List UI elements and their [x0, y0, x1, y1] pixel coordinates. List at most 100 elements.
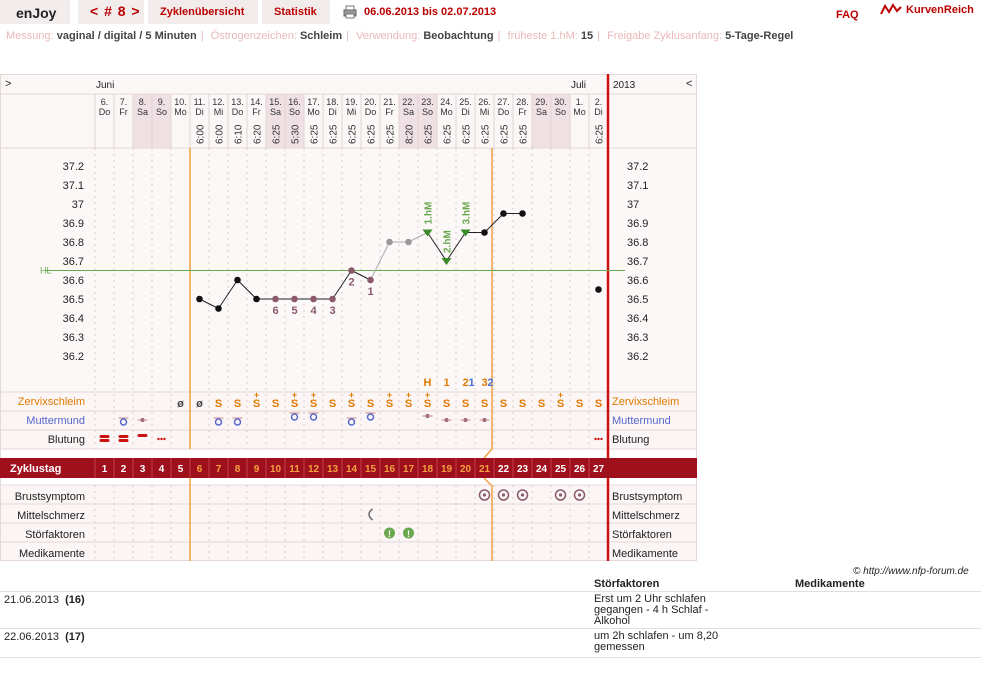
day-weekday: Do: [99, 107, 111, 117]
y-tick-right: 36.8: [627, 237, 648, 249]
cycle-day-number: 16: [384, 464, 396, 475]
spotting-icon: [163, 437, 166, 441]
header-background: [0, 74, 697, 148]
cycle-day-number: 26: [574, 464, 586, 475]
cover-line-label: HL: [40, 266, 52, 276]
ovulation-line: [483, 477, 493, 487]
temperature-peak-marker: [422, 229, 433, 237]
tab-cycle-overview[interactable]: Zyklenübersicht: [148, 0, 258, 24]
cycle-day-number: 7: [216, 464, 222, 475]
cervix-symbol: S: [538, 398, 545, 410]
day-weekday: Mo: [440, 107, 453, 117]
day-weekday: So: [555, 107, 566, 117]
cycle-navigation[interactable]: < # 8 >: [78, 0, 144, 24]
temperature-line: [446, 232, 466, 262]
temperature-chart: > <Juni Juli 20136.Do7.Fr8.Sa9.So10.Mo11.Di…: [0, 74, 697, 561]
cervix-symbol: S: [329, 398, 336, 410]
date-range: 06.06.2013 bis 02.07.2013: [364, 6, 497, 18]
temperature-peak-marker: [441, 258, 452, 265]
peak-day-marker: 1: [443, 377, 449, 389]
measure-time: 6:25: [500, 124, 511, 144]
estrogen-label: Östrogenzeichen:: [210, 30, 297, 42]
cervix-symbol: S: [424, 398, 431, 410]
cycle-day-number: 24: [536, 464, 548, 475]
medication-row-label-right: Medikamente: [612, 548, 678, 560]
lower-measurement-number: 6: [272, 305, 278, 317]
notes-header-medication: Medikamente: [795, 578, 865, 590]
y-tick-right: 36.2: [627, 351, 648, 363]
breast-symptom-icon: [577, 493, 582, 497]
cervix-symbol: S: [405, 398, 412, 410]
cycle-day-number: 13: [327, 464, 339, 475]
temperature-line: [199, 298, 219, 309]
day-weekday: Di: [594, 107, 603, 117]
day-date: 23.: [421, 97, 434, 107]
y-tick-left: 36.5: [63, 294, 84, 306]
day-weekday: Mo: [307, 107, 320, 117]
cervix-plus-marker: +: [406, 390, 411, 400]
month-label: Juli: [571, 80, 586, 91]
weekend-shade: [266, 94, 285, 148]
cervix-position-row-label-right: Muttermund: [612, 415, 671, 427]
y-tick-right: 36.7: [627, 256, 648, 268]
spotting-icon: [597, 437, 600, 441]
day-weekday: Di: [328, 107, 337, 117]
day-date: 28.: [516, 97, 529, 107]
chart-next-arrow: <: [686, 78, 692, 90]
cervix-symbol: S: [443, 398, 450, 410]
day-date: 8.: [139, 97, 147, 107]
measure-value: vaginal / digital / 5 Minuten: [56, 30, 197, 42]
cycle-day-number: 9: [254, 464, 260, 475]
faq-link[interactable]: FAQ: [836, 9, 859, 21]
day-date: 14.: [250, 97, 263, 107]
earliest-value: 15: [580, 30, 594, 42]
higher-measurement-label: 2.hM: [443, 230, 454, 253]
cervix-symbol: S: [367, 398, 374, 410]
printer-icon[interactable]: [343, 5, 357, 19]
notes-header-disturbances: Störfaktoren: [594, 578, 660, 590]
day-weekday: Di: [461, 107, 470, 117]
note-disturbance-text: Erst um 2 Uhr schlafen gegangen - 4 h Sc…: [594, 593, 709, 627]
spotting-icon: [594, 437, 597, 441]
cervix-plus-marker: +: [425, 390, 430, 400]
tab-statistics[interactable]: Statistik: [262, 0, 330, 24]
y-tick-left: 36.4: [63, 313, 84, 325]
temperature-point: [291, 295, 298, 303]
cervix-plus-marker: +: [254, 390, 259, 400]
measure-time: 5:30: [291, 124, 302, 144]
day-weekday: So: [289, 107, 300, 117]
y-tick-right: 37.2: [627, 161, 648, 173]
cervix-symbol: S: [557, 398, 564, 410]
temperature-line: [484, 213, 504, 233]
day-date: 16.: [288, 97, 301, 107]
month-label: Juni: [96, 80, 114, 91]
breast-symptom-icon: [501, 493, 506, 497]
peak-day-marker: H: [424, 377, 432, 389]
spotting-icon: [157, 437, 160, 441]
cervix-symbol: S: [348, 398, 355, 410]
cervix-symbol: S: [215, 398, 222, 410]
cycle-day-number: 4: [159, 464, 165, 475]
bleeding-row-label-right: Blutung: [612, 434, 649, 446]
midpain-row-label-left: Mittelschmerz: [17, 510, 85, 522]
note-date: 21.06.2013 (16): [4, 594, 85, 606]
cervix-symbol: ø: [196, 398, 203, 410]
cervix-symbol: S: [272, 398, 279, 410]
day-weekday: Do: [365, 107, 377, 117]
curve-logo-icon[interactable]: [880, 2, 902, 18]
brand-link[interactable]: KurvenReich: [906, 4, 974, 16]
cycle-day-number: 23: [517, 464, 529, 475]
breast-symptom-icon: [478, 489, 491, 501]
day-date: 11.: [194, 97, 206, 107]
day-date: 27.: [497, 97, 510, 107]
ovulation-line: [483, 448, 493, 459]
medication-row-label-left: Medikamente: [19, 548, 85, 560]
breast-symptom-icon: [520, 493, 525, 497]
temperature-point: [595, 286, 602, 293]
day-date: 10.: [174, 97, 187, 107]
weekend-shade: [551, 94, 570, 148]
temperature-point: [253, 295, 260, 303]
day-date: 26.: [478, 97, 491, 107]
measure-time: 6:25: [519, 124, 530, 144]
day-weekday: Sa: [137, 107, 148, 117]
